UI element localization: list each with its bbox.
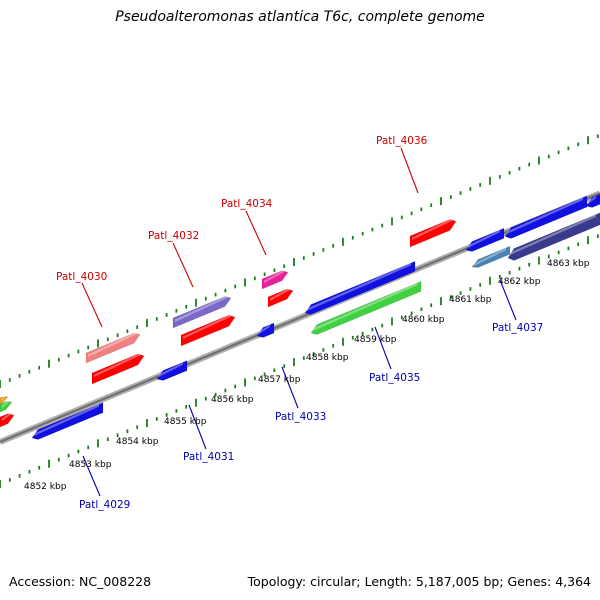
gene-patl-4034-red-highlight [270, 288, 289, 301]
labels: 4852 kbp 4853 kbp 4854 kbp 4855 kbp 4856… [24, 135, 590, 511]
tick-label-4857: 4857 kbp [258, 375, 301, 385]
tick-label-4862: 4862 kbp [498, 277, 541, 287]
gene-label-patl-4037[interactable]: Patl_4037 [492, 322, 543, 334]
gene-patl-4035-blue-highlight [307, 262, 411, 311]
gene-patl-4036-red-highlight [412, 218, 452, 240]
gene-label-patl-4034[interactable]: Patl_4034 [221, 198, 273, 210]
gene-patl-4031-blue-highlight [34, 404, 99, 436]
gene-patl-4037-long-blue-highlight [507, 197, 583, 234]
gene-label-patl-4035[interactable]: Patl_4035 [369, 372, 420, 384]
gene-patl-4035-blue[interactable] [304, 260, 416, 315]
gene-patl-4032-purple-highlight [175, 295, 227, 322]
gene-patl-4035-green-highlight [313, 282, 417, 331]
tick-label-4854: 4854 kbp [116, 437, 159, 447]
gene-patl-4031-small-blue[interactable] [156, 360, 188, 381]
gene-patl-4037-long-blue[interactable] [504, 195, 588, 239]
accession-text: Accession: NC_008228 [9, 574, 152, 589]
leader-patl-4035 [374, 326, 392, 370]
gene-label-patl-4032[interactable]: Patl_4032 [148, 230, 199, 242]
gene-patl-4037-blue[interactable] [465, 227, 505, 252]
gene-patl-4031-blue[interactable] [31, 402, 104, 440]
leader-patl-4033 [281, 366, 299, 409]
gene-patl-4037-blue-highlight [468, 229, 500, 248]
gene-right-edge-blue-highlight [588, 195, 596, 204]
gene-label-patl-4030[interactable]: Patl_4030 [56, 271, 107, 283]
tick-label-4856: 4856 kbp [211, 395, 254, 405]
gene-label-patl-4029[interactable]: Patl_4029 [79, 499, 130, 511]
leader-patl-4030 [81, 282, 103, 328]
leader-patl-4036 [400, 147, 419, 194]
leader-patl-4034 [245, 210, 267, 256]
gene-left-edge-orange-highlight [2, 396, 4, 402]
kbp-tick-marks [0, 134, 599, 488]
gene-label-patl-4033[interactable]: Patl_4033 [275, 411, 326, 423]
gene-patl-4037-navy[interactable] [507, 212, 600, 261]
gene-patl-4030-pink-highlight [88, 332, 136, 357]
gene-left-edge-orange[interactable] [0, 396, 9, 405]
tick-label-4861: 4861 kbp [449, 295, 492, 305]
gene-patl-4032-red-highlight [183, 314, 231, 339]
label-leader-lines [81, 147, 517, 497]
tick-label-4863: 4863 kbp [547, 259, 590, 269]
gene-patl-4034-red[interactable] [267, 288, 294, 308]
gene-patl-4033-blue-highlight [259, 324, 270, 334]
gene-patl-4037-navy-highlight [510, 214, 596, 255]
gene-patl-4034-magenta-highlight [264, 269, 284, 283]
gene-patl-4037-steelblue[interactable] [471, 245, 511, 268]
tick-label-4852: 4852 kbp [24, 482, 67, 492]
gene-features [0, 193, 600, 440]
gene-patl-4035-green[interactable] [310, 280, 422, 335]
tick-label-4860: 4860 kbp [402, 315, 445, 325]
map-title: Pseudoalteromonas atlantica T6c, complet… [115, 9, 485, 25]
gene-patl-4032-red[interactable] [180, 314, 236, 347]
gene-patl-4030-red-highlight [94, 352, 140, 377]
leader-patl-4029 [82, 455, 101, 497]
gene-patl-4037-steelblue-highlight [474, 247, 506, 266]
leader-patl-4032 [172, 242, 194, 288]
gene-patl-4036-red[interactable] [409, 219, 457, 248]
gene-patl-4033-blue[interactable] [256, 322, 275, 338]
leader-patl-4031 [188, 404, 207, 450]
gene-right-edge-blue[interactable] [585, 193, 600, 208]
tick-label-4855: 4855 kbp [164, 417, 207, 427]
gene-patl-4034-magenta[interactable] [261, 270, 289, 290]
gene-patl-4032-purple[interactable] [172, 296, 232, 329]
tick-label-4858: 4858 kbp [306, 353, 349, 363]
gene-patl-4030-pink[interactable] [85, 332, 141, 364]
gene-left-edge-red-highlight [2, 412, 10, 421]
tick-label-4859: 4859 kbp [354, 335, 397, 345]
gene-label-patl-4031[interactable]: Patl_4031 [183, 451, 234, 463]
genome-summary-text: Topology: circular; Length: 5,187,005 bp… [247, 574, 591, 589]
gene-patl-4030-red[interactable] [91, 353, 145, 385]
gene-label-patl-4036[interactable]: Patl_4036 [376, 135, 428, 147]
gene-left-edge-green-highlight [2, 400, 8, 408]
gene-patl-4031-small-blue-highlight [159, 362, 183, 377]
leader-patl-4037 [499, 279, 517, 321]
gene-left-edge-red[interactable] [0, 413, 15, 428]
gene-left-edge-green[interactable] [0, 401, 13, 413]
tick-label-4853: 4853 kbp [69, 460, 112, 470]
